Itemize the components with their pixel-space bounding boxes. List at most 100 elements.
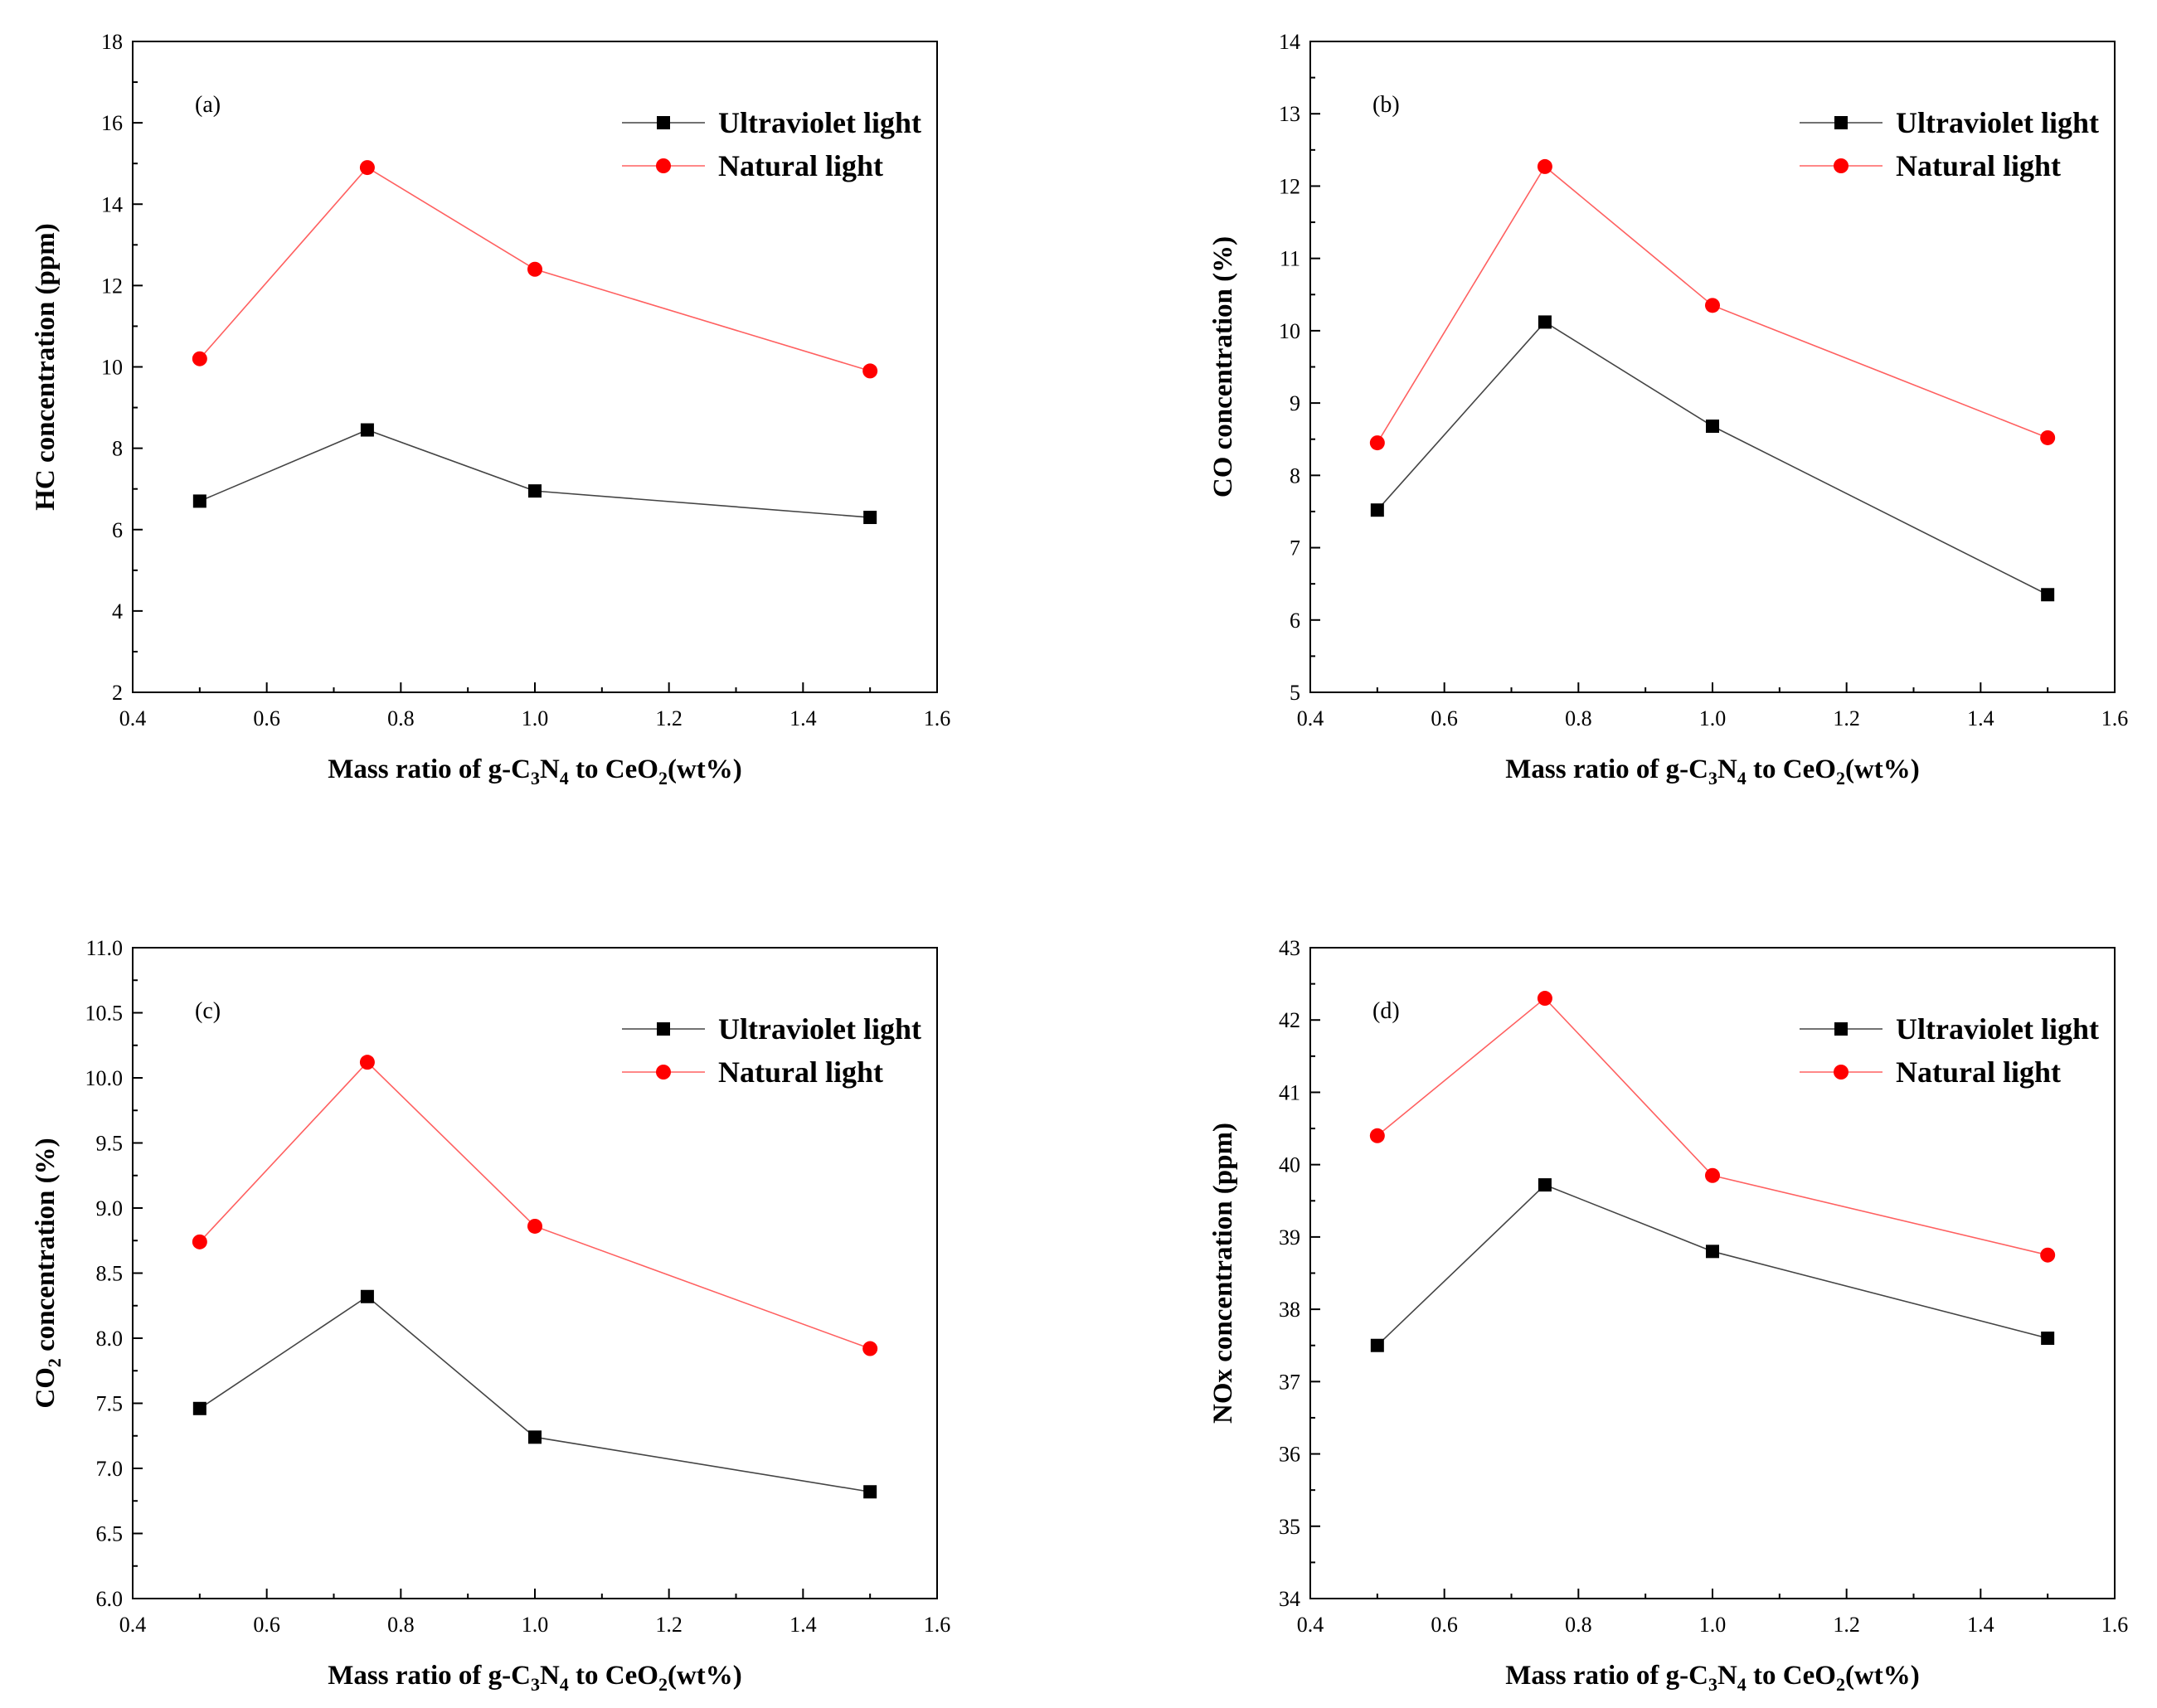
legend: Ultraviolet light Natural light [1800,1012,2099,1089]
y-tick-label: 7 [1290,536,1300,560]
data-point [1369,1128,1385,1143]
y-tick-label: 14 [1279,30,1300,54]
data-point [360,423,374,437]
legend-marker [1834,158,1849,173]
y-tick-label: 9 [1290,391,1300,415]
series-ultraviolet [1370,1178,2055,1352]
subscript: 3 [531,1674,540,1695]
x-tick-label: 0.4 [1297,706,1324,730]
x-tick-label: 0.8 [387,1613,415,1637]
y-tick-label: 8 [112,437,123,461]
x-tick-label: 1.2 [655,1613,683,1637]
x-tick-label: 1.2 [1833,1613,1860,1637]
data-point [1537,158,1552,174]
data-point [2041,1332,2055,1345]
label-part: NOx concentration (ppm) [1208,1123,1238,1424]
data-point [1705,298,1720,313]
subscript: 2 [1836,768,1845,788]
data-point [1706,1245,1719,1259]
data-point [527,1218,542,1234]
subscript: 3 [1708,1674,1717,1695]
x-tick-label: 1.4 [789,1613,817,1637]
subscript: 2 [44,1358,65,1367]
y-tick-label: 14 [101,192,123,216]
label-part: Mass ratio of g-C [1505,755,1708,784]
data-point [359,160,375,176]
label-part: N [1717,755,1737,784]
series-line [1377,165,2048,444]
label-part: HC concentration (ppm) [31,223,61,510]
y-tick-label: 9.0 [96,1196,124,1220]
subscript: 2 [658,768,668,788]
label-part: (wt%) [1845,1661,1920,1691]
data-point [1537,991,1552,1007]
data-point [2041,588,2055,602]
x-tick-label: 0.6 [1431,706,1458,730]
x-tick-label: 0.4 [119,706,147,730]
data-point [1370,1338,1384,1352]
data-point [2040,1247,2056,1263]
chart-panel-b: 0.4 0.6 0.8 1.0 1.2 1.4 1.6 5 6 7 8 9 10 11 12 13 14 Mass… [1208,30,2128,788]
data-point [528,484,542,498]
y-tick-label: 34 [1279,1587,1300,1611]
series-natural [192,160,878,379]
y-tick-label: 10.5 [85,1002,124,1026]
data-point [862,1341,878,1356]
x-tick-label: 1.0 [1699,706,1727,730]
chart-panel-d: 0.4 0.6 0.8 1.0 1.2 1.4 1.63435363738394041424… [1208,936,2128,1695]
x-tick-label: 0.4 [1297,1613,1324,1637]
y-tick-label: 12 [101,274,123,298]
label-part: to CeO [569,1661,658,1691]
series-natural [192,1055,878,1356]
data-point [192,1234,207,1249]
subscript: 4 [1737,768,1746,788]
y-tick-label: 6.5 [96,1522,124,1546]
series-line [1377,321,2048,595]
y-tick-label: 10 [1279,319,1300,343]
y-tick-label: 6 [1290,609,1300,633]
subscript: 3 [1708,768,1717,788]
y-tick-label: 10.0 [85,1066,124,1090]
series-line [199,1061,871,1350]
series-ultraviolet [192,423,877,525]
data-point [863,1485,877,1499]
legend-marker [656,1065,671,1080]
x-tick-label: 1.4 [789,706,817,730]
y-tick-label: 35 [1279,1515,1300,1539]
y-tick-label: 6.0 [96,1587,124,1611]
y-tick-label: 9.5 [96,1132,124,1156]
label-part: (wt%) [1845,755,1920,784]
y-tick-label: 38 [1279,1298,1300,1322]
x-tick-label: 1.6 [924,706,951,730]
data-point [527,261,542,277]
label-part: N [540,755,560,784]
chart-panel-c: 0.4 0.6 0.8 1.0 1.2 1.4 1.6 6.0 6.5 7.0 7.5 8.0 8.5 9… [31,936,950,1695]
y-tick-label: 11.0 [85,936,123,960]
x-tick-label: 1.0 [522,1613,549,1637]
panel-label: (a) [195,92,221,118]
series-line [1377,997,2048,1256]
x-tick-label: 1.6 [2101,706,2129,730]
y-axis-title: CO2 concentration (%) [31,1138,65,1408]
label-part: N [1717,1661,1737,1691]
legend: Ultraviolet light Natural light [1800,106,2099,182]
x-tick-label: 0.8 [1565,1613,1592,1637]
label-part: CO [31,1367,61,1409]
label-part: Mass ratio of g-C [328,1661,531,1691]
label-part: Mass ratio of g-C [1505,1661,1708,1691]
y-tick-label: 10 [101,356,123,380]
y-tick-label: 16 [101,111,123,135]
data-point [1369,435,1385,451]
label-part: (wt%) [668,1661,742,1691]
label-part: Mass ratio of g-C [328,755,531,784]
x-tick-label: 0.4 [119,1613,147,1637]
legend-label: Natural light [1896,149,2061,182]
label-part: to CeO [569,755,658,784]
data-point [2040,429,2056,445]
legend-marker [1834,1022,1848,1036]
y-tick-label: 13 [1279,102,1300,126]
subscript: 3 [531,768,540,788]
label-part: to CeO [1746,1661,1836,1691]
y-tick-label: 39 [1279,1225,1300,1249]
